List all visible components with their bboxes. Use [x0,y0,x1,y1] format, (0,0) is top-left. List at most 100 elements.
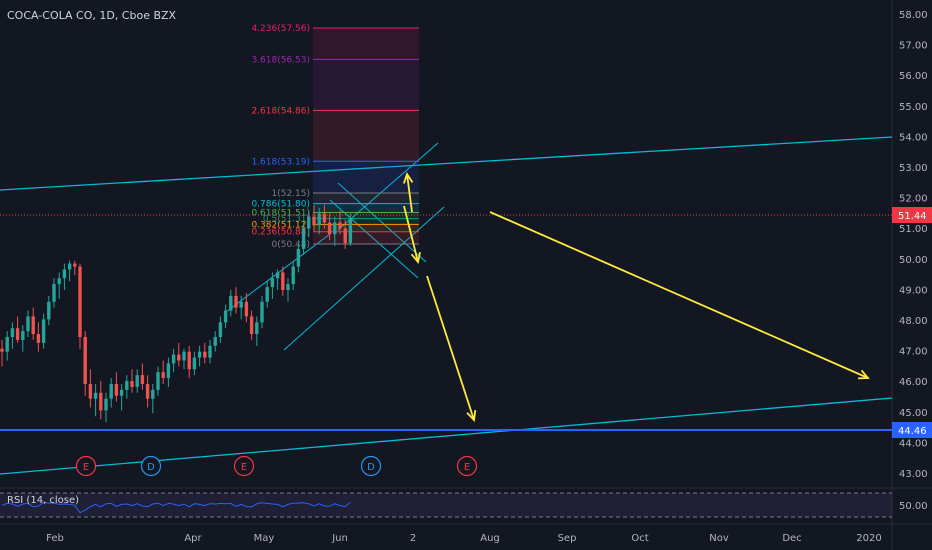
candle-body[interactable] [15,328,20,340]
candle-body[interactable] [291,266,295,285]
last-price-label: 51.44 [898,211,927,222]
arrow-down-to-support[interactable] [426,275,475,421]
candle-body[interactable] [47,301,51,320]
candle-body[interactable] [119,389,124,396]
candle-body[interactable] [343,228,347,244]
candle-body[interactable] [275,272,280,279]
candle-body[interactable] [296,248,301,267]
candle-body[interactable] [255,322,259,335]
upper-channel-line[interactable] [0,136,893,191]
candle-body[interactable] [114,383,119,396]
candle-body[interactable] [78,266,82,337]
candle-body[interactable] [312,216,316,226]
candle-body[interactable] [67,263,72,270]
candle-body[interactable] [338,222,342,229]
event-marker[interactable] [456,455,478,477]
candle-body[interactable] [145,383,150,399]
candle-body[interactable] [109,383,113,399]
candle-body[interactable] [26,316,30,332]
candle-body[interactable] [88,383,93,399]
candle-body[interactable] [151,389,155,399]
candle-body[interactable] [130,381,134,387]
candle-body[interactable] [197,351,202,358]
event-marker-letter: D [147,462,155,473]
candle-body[interactable] [213,336,217,346]
rsi-line[interactable] [1,501,351,514]
event-marker[interactable] [75,455,97,477]
fib-zone [313,203,419,213]
falling-channel-upper[interactable] [337,182,427,263]
candle-body[interactable] [57,278,61,285]
candle-body[interactable] [239,301,243,308]
candle-body[interactable] [5,336,9,352]
candle-body[interactable] [223,310,228,323]
candle-body[interactable] [203,351,207,358]
candle-body[interactable] [166,363,171,379]
candle-body[interactable] [317,213,321,226]
fib-level-label: 1(52.15) [271,189,310,199]
candle-body[interactable] [83,336,87,384]
candle-body[interactable] [348,218,353,244]
candle-body[interactable] [156,372,160,390]
fib-level-label: 2.618(54.86) [251,106,310,116]
candle-body[interactable] [249,316,254,335]
candle-body[interactable] [73,263,77,267]
support-price-label: 44.46 [898,426,927,437]
candle-body[interactable] [10,328,15,337]
candle-body[interactable] [125,381,129,390]
candle-body[interactable] [177,354,181,361]
candle-body[interactable] [140,375,145,384]
candle-body[interactable] [244,301,249,317]
candle-body[interactable] [99,392,103,411]
candle-body[interactable] [171,354,176,364]
candle-body[interactable] [333,222,337,235]
candle-body[interactable] [0,348,4,352]
fib-zone [313,224,419,232]
fib-level-label: 0.382(51.12) [251,220,310,230]
candle-body[interactable] [62,269,67,279]
candle-body[interactable] [52,284,56,302]
arrow-down-to-support-head [466,409,477,422]
candle-body[interactable] [301,228,306,249]
candle-body[interactable] [36,334,41,343]
candle-body[interactable] [286,284,290,291]
candle-body[interactable] [260,301,264,323]
candle-body[interactable] [182,351,186,361]
arrow-down-long[interactable] [489,211,869,379]
arrow-down-short[interactable] [403,205,419,263]
candle-body[interactable] [161,372,165,379]
last-price-tag [892,207,932,223]
candle-body[interactable] [307,216,311,229]
arrow-up-short[interactable] [406,173,413,213]
event-marker[interactable] [233,455,255,477]
candle-body[interactable] [270,278,275,288]
event-marker[interactable] [360,455,382,477]
candle-body[interactable] [135,375,139,387]
candle-body[interactable] [192,357,197,370]
support-price-tag [892,422,932,438]
event-marker[interactable] [140,455,162,477]
candle-body[interactable] [281,272,285,291]
price-tick-label: 51.00 [899,224,928,235]
rising-channel-lower[interactable] [283,206,445,351]
candle-body[interactable] [229,295,233,311]
candle-body[interactable] [21,331,25,340]
candle-body[interactable] [265,287,269,302]
candle-body[interactable] [218,322,223,337]
price-tick-label: 48.00 [899,316,928,327]
candle-body[interactable] [104,398,108,411]
candle-body[interactable] [322,213,327,223]
price-tick-label: 43.00 [899,469,928,480]
candle-body[interactable] [31,316,35,335]
candle-body[interactable] [208,345,212,358]
candle-body[interactable] [234,295,238,308]
candle-body[interactable] [327,222,332,235]
price-tick-label: 50.00 [899,255,928,266]
arrow-up-short-head [403,171,414,184]
lower-channel-line[interactable] [0,397,893,475]
candle-body[interactable] [93,392,98,399]
candle-body[interactable] [41,319,46,343]
candle-body[interactable] [187,351,191,370]
